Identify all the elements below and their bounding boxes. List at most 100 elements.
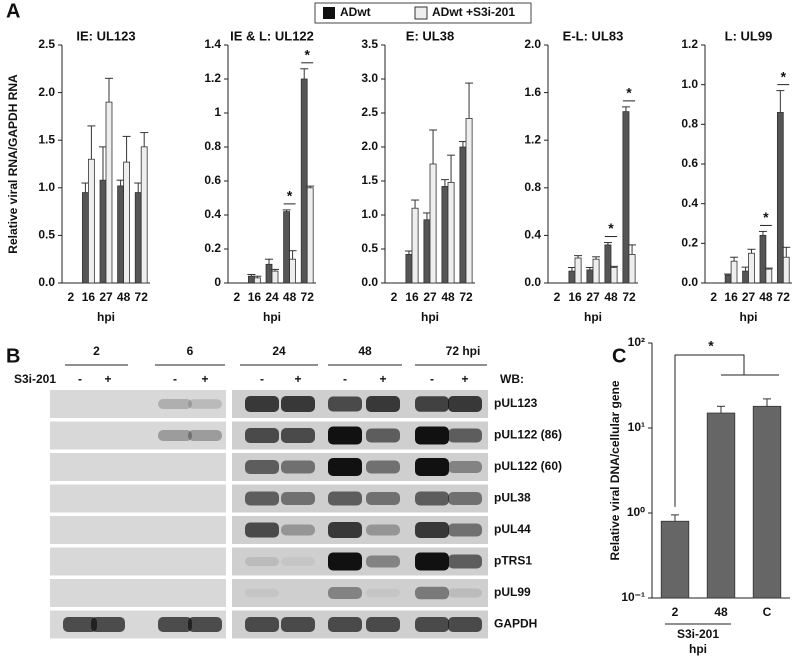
y-tick-label: 0.8 — [524, 180, 541, 194]
blot-band — [448, 588, 482, 598]
y-tick-label: 0.0 — [361, 275, 378, 289]
error-bar — [758, 230, 767, 236]
bar — [765, 268, 773, 284]
error-bar — [730, 256, 739, 262]
protein-label: pUL122 (60) — [494, 459, 562, 473]
y-tick-label: 1 — [214, 105, 221, 119]
bar — [660, 520, 690, 599]
blot-band — [415, 491, 449, 506]
blot-strip — [50, 579, 226, 607]
significance-star: * — [287, 188, 293, 204]
y-tick-label: 0.5 — [38, 228, 55, 242]
blot-band — [91, 617, 125, 632]
treatment-sign: + — [379, 372, 386, 386]
treatment-sign: + — [201, 372, 208, 386]
bar — [441, 186, 449, 284]
y-tick-label: 0 — [214, 275, 221, 289]
y-tick-label: 0.2 — [204, 241, 221, 255]
blot-band — [366, 460, 400, 474]
y-axis-label: Relative viral RNA/GAPDH RNA — [6, 74, 20, 254]
bar — [123, 161, 130, 284]
y-tick-label: 0.6 — [204, 173, 221, 187]
blot-band — [448, 428, 482, 443]
y-tick-label: 0.4 — [681, 196, 698, 210]
x-tick-label: 27 — [586, 290, 600, 304]
y-tick-label: 1.4 — [204, 37, 221, 51]
x-tick-label: 72 — [135, 290, 149, 304]
y-axis-label: Relative viral DNA/cellular gene — [608, 380, 622, 560]
y-tick-label: 10⁻¹ — [621, 590, 645, 604]
blot-band — [245, 396, 279, 412]
y-tick-label: 1.0 — [361, 207, 378, 221]
blot-strip — [50, 390, 226, 418]
bar — [748, 252, 755, 284]
x-tick-label: 48 — [441, 290, 455, 304]
blot-band — [328, 617, 362, 632]
bar — [574, 257, 582, 284]
x-tick-label: 2 — [391, 290, 398, 304]
y-tick-label: 0.5 — [361, 241, 378, 255]
bar — [88, 158, 95, 284]
blot-band — [366, 492, 400, 505]
protein-label: pTRS1 — [494, 554, 532, 568]
y-tick-label: 0.8 — [204, 139, 221, 153]
treatment-label: S3i-201 — [14, 372, 56, 386]
x-tick-label: 24 — [265, 290, 279, 304]
error-bar — [671, 514, 679, 522]
error-bar — [440, 179, 449, 187]
error-bar — [610, 265, 619, 268]
blot-band — [188, 399, 222, 409]
significance-star: * — [304, 47, 310, 63]
x-tick-label: 72 — [301, 290, 315, 304]
error-bar — [411, 199, 420, 209]
y-tick-label: 2.0 — [38, 85, 55, 99]
bar — [622, 111, 630, 284]
treatment-sign: - — [260, 372, 264, 386]
chart-title: L: UL99 — [725, 28, 773, 43]
significance-star: * — [608, 220, 614, 236]
blot-band — [63, 617, 97, 632]
error-bar — [122, 135, 131, 163]
treatment-sign: + — [461, 372, 468, 386]
blot-band — [158, 617, 192, 632]
error-bar — [465, 82, 474, 119]
blot-band — [448, 617, 482, 632]
bar — [253, 277, 261, 284]
y-tick-label: 0.0 — [524, 275, 541, 289]
timepoint-label: 72 hpi — [446, 344, 481, 358]
bar — [411, 207, 419, 284]
x-tick-label: 48 — [117, 290, 131, 304]
y-tick-label: 0.2 — [681, 236, 698, 250]
error-bar — [747, 248, 756, 254]
y-tick-label: 10² — [628, 335, 645, 349]
x-axis-label: hpi — [263, 310, 281, 324]
panel-label: C — [612, 345, 626, 367]
bar — [306, 187, 314, 284]
blot-band — [366, 617, 400, 632]
blot-band — [366, 588, 400, 598]
bar — [604, 244, 612, 284]
blot-band — [448, 492, 482, 505]
x-tick-label: 16 — [568, 290, 582, 304]
blot-band — [328, 458, 362, 476]
y-tick-label: 2.5 — [38, 37, 55, 51]
error-bar — [300, 68, 309, 79]
error-bar — [288, 250, 297, 260]
error-bar — [247, 274, 256, 277]
treatment-sign: - — [430, 372, 434, 386]
blot-strip — [50, 453, 226, 481]
significance-star: * — [708, 338, 714, 354]
x-tick-label: 48 — [759, 290, 773, 304]
blot-band — [281, 492, 315, 505]
bar — [742, 270, 749, 284]
chart-title: IE: UL123 — [76, 28, 135, 43]
bar — [134, 192, 142, 284]
bar — [289, 258, 296, 284]
bar — [283, 211, 290, 284]
x-tick-label: 48 — [714, 605, 728, 619]
blot-band — [281, 460, 315, 474]
error-bar — [270, 268, 279, 272]
blot-band — [188, 430, 222, 441]
y-tick-label: 2.0 — [361, 139, 378, 153]
